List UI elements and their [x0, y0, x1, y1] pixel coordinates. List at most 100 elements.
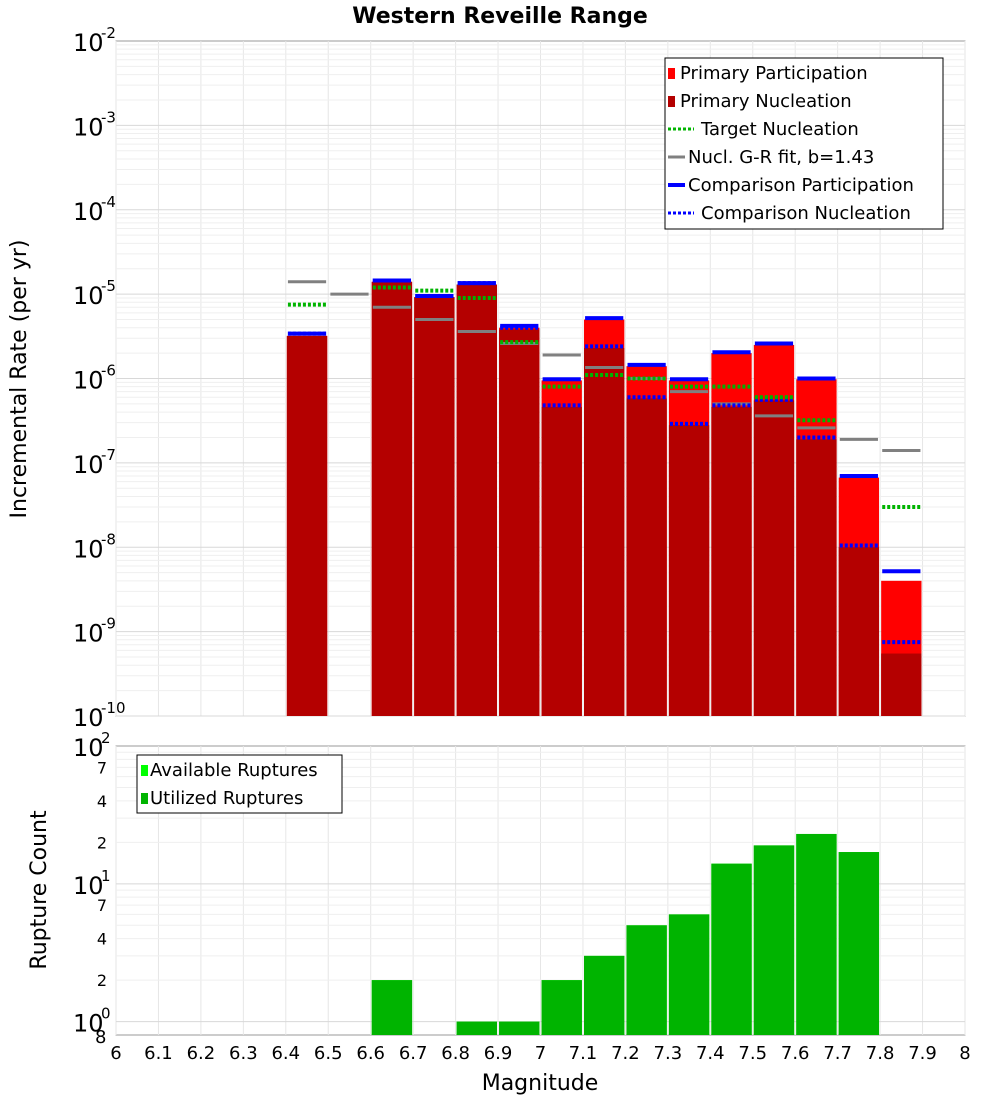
x-tick-label: 6.1 — [144, 1043, 173, 1064]
primary-nucleation-bar — [881, 653, 922, 716]
tick-exponent: -9 — [101, 615, 116, 633]
tick-base: 10 — [73, 367, 104, 395]
tick-base: 10 — [73, 704, 104, 732]
tick-exponent: -3 — [101, 108, 116, 126]
x-tick-label: 7.5 — [738, 1043, 767, 1064]
utilized-ruptures-bar — [753, 845, 795, 1035]
primary-nucleation-bar — [838, 547, 880, 716]
legend-label: Utilized Ruptures — [150, 788, 303, 809]
top-plot-marks — [286, 278, 922, 716]
x-tick-label: 8 — [959, 1043, 970, 1064]
tick-exponent: 0 — [101, 1005, 111, 1023]
tick-base: 10 — [73, 198, 104, 226]
legend-entry-utilized-ruptures: Utilized Ruptures — [141, 788, 303, 809]
tick-exponent: 2 — [101, 729, 111, 747]
primary-nucleation-bar — [286, 335, 328, 716]
bottom-y-power-tick-label: 102 — [73, 729, 111, 762]
x-tick-label: 6.3 — [229, 1043, 258, 1064]
tick-exponent: 1 — [101, 867, 111, 885]
legend-swatch — [668, 68, 675, 79]
legend-entry-primary-participation: Primary Participation — [668, 63, 868, 84]
x-tick-label: 7.9 — [908, 1043, 937, 1064]
utilized-ruptures-bar — [584, 955, 625, 1035]
tick-exponent: -7 — [101, 446, 116, 464]
x-tick-label: 7.6 — [781, 1043, 810, 1064]
bottom-y-minor-tick-label: 4 — [97, 792, 107, 811]
x-tick-label: 6.5 — [314, 1043, 343, 1064]
utilized-ruptures-bar — [796, 833, 837, 1035]
tick-exponent: -5 — [101, 277, 116, 295]
x-tick-labels: 6 6.1 6.2 6.3 6.4 6.5 6.6 6.7 6.8 6.9 7 7.1 7.2 7.3 7.… — [110, 1043, 970, 1064]
legend-entry-comparison-participation: Comparison Participation — [668, 175, 914, 196]
x-tick-label: 7 — [535, 1043, 546, 1064]
legend-entry-comparison-nucleation: Comparison Nucleation — [668, 203, 911, 224]
top-y-tick-label: 10-8 — [73, 530, 116, 563]
primary-nucleation-bar — [668, 425, 710, 716]
tick-exponent: -4 — [101, 193, 116, 211]
legend-entry-nucl-g-r-fit-b-1-43: Nucl. G-R fit, b=1.43 — [668, 147, 874, 168]
primary-nucleation-bar — [541, 406, 582, 716]
primary-nucleation-bar — [796, 439, 837, 716]
tick-base: 10 — [73, 113, 104, 141]
legend-label: Nucl. G-R fit, b=1.43 — [688, 147, 874, 168]
bottom-y-minor-tick-label: 7 — [97, 896, 107, 915]
x-axis-label: Magnitude — [482, 1071, 599, 1096]
legend-label: Comparison Participation — [688, 175, 914, 196]
chart-title: Western Reveille Range — [352, 4, 648, 29]
bottom-y-axis-label: Rupture Count — [27, 810, 52, 970]
utilized-ruptures-bar — [711, 863, 752, 1035]
tick-base: 10 — [73, 535, 104, 563]
legend-label: Primary Participation — [680, 63, 868, 84]
tick-base: 10 — [73, 1010, 104, 1038]
primary-nucleation-bar — [414, 297, 455, 716]
tick-base: 10 — [73, 451, 104, 479]
x-tick-label: 7.1 — [569, 1043, 598, 1064]
x-tick-label: 7.8 — [866, 1043, 895, 1064]
primary-nucleation-bar — [371, 281, 413, 716]
utilized-ruptures-bar — [499, 1021, 540, 1035]
tick-exponent: -6 — [101, 362, 116, 380]
top-legend: Primary Participation Primary Nucleation T… — [664, 57, 944, 230]
top-y-tick-label: 10-7 — [73, 446, 116, 479]
top-y-tick-label: 10-3 — [73, 108, 116, 141]
primary-nucleation-bar — [584, 347, 625, 716]
bottom-y-minor-tick-label: 7 — [97, 758, 107, 777]
x-tick-label: 6.9 — [484, 1043, 513, 1064]
top-y-tick-label: 10-9 — [73, 615, 116, 648]
x-tick-label: 7.3 — [654, 1043, 683, 1064]
bottom-legend: Available Ruptures Utilized Ruptures — [136, 754, 343, 814]
tick-exponent: -8 — [101, 530, 116, 548]
utilized-ruptures-bar — [541, 980, 582, 1035]
tick-base: 10 — [73, 29, 104, 57]
top-y-tick-labels: 10-210-310-410-510-610-710-810-910-10 — [73, 24, 126, 732]
x-tick-label: 7.2 — [611, 1043, 640, 1064]
top-legend-box — [664, 57, 944, 230]
top-y-tick-label: 10-6 — [73, 362, 116, 395]
top-y-axis-label: Incremental Rate (per yr) — [7, 240, 32, 519]
legend-swatch — [668, 96, 675, 107]
bottom-y-minor-tick-label: 4 — [97, 930, 107, 949]
legend-label: Primary Nucleation — [680, 91, 852, 112]
top-y-tick-label: 10-5 — [73, 277, 116, 310]
top-y-tick-label: 10-4 — [73, 193, 116, 226]
top-y-tick-label: 10-10 — [73, 699, 126, 732]
bottom-legend-box — [136, 754, 343, 814]
tick-base: 10 — [73, 282, 104, 310]
bottom-y-power-tick-label: 100 — [73, 1005, 111, 1038]
x-tick-label: 6.4 — [271, 1043, 300, 1064]
primary-nucleation-bar — [499, 329, 540, 716]
legend-swatch — [141, 793, 148, 804]
primary-nucleation-bar — [626, 398, 667, 716]
legend-swatch — [141, 765, 148, 776]
x-tick-label: 7.7 — [823, 1043, 852, 1064]
top-y-tick-label: 10-2 — [73, 24, 116, 57]
primary-nucleation-bar — [456, 284, 497, 716]
bottom-y-power-tick-label: 101 — [73, 867, 111, 900]
bottom-y-min-tick-label: 8 — [95, 1027, 106, 1048]
x-tick-label: 6.8 — [441, 1043, 470, 1064]
tick-base: 10 — [73, 872, 104, 900]
utilized-ruptures-bar — [626, 925, 667, 1035]
bottom-y-minor-tick-label: 2 — [97, 971, 107, 990]
